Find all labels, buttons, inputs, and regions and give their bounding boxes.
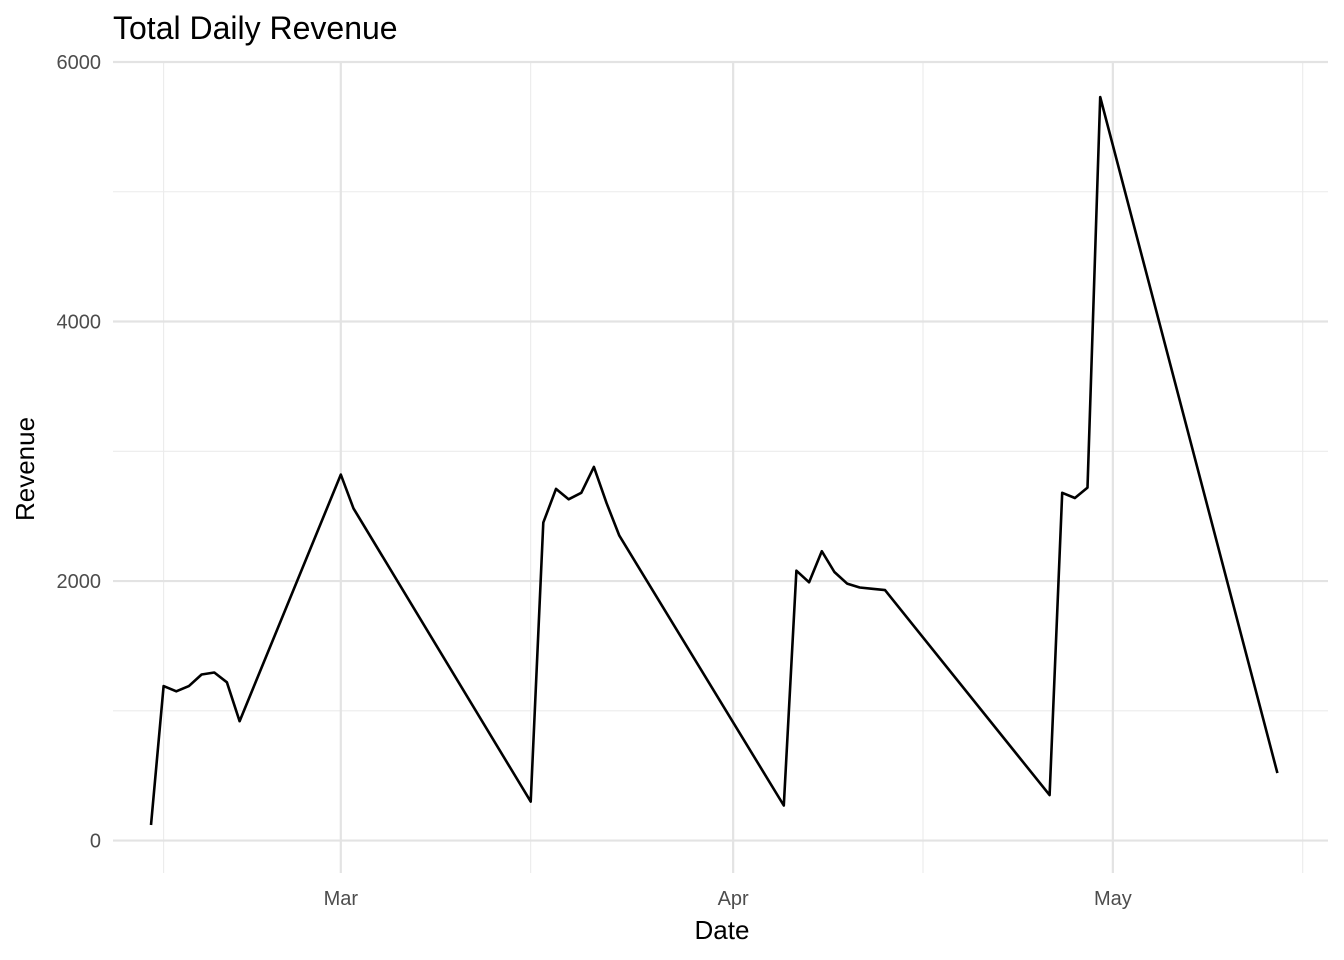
x-tick-label: Apr xyxy=(718,888,749,910)
y-tick-label: 0 xyxy=(90,831,101,853)
y-axis-title: Revenue xyxy=(10,417,40,521)
major-gridlines xyxy=(113,60,1328,873)
y-tick-label: 6000 xyxy=(57,52,102,74)
y-tick-label: 2000 xyxy=(57,571,102,593)
x-axis-tick-labels: Mar Apr May xyxy=(324,888,1132,910)
series-line-1 xyxy=(149,95,1279,826)
y-axis-tick-labels: 0 2000 4000 6000 xyxy=(57,52,102,853)
x-axis-title: Date xyxy=(695,915,750,945)
chart-title: Total Daily Revenue xyxy=(113,10,398,46)
y-tick-label: 4000 xyxy=(57,312,102,334)
x-tick-label: May xyxy=(1094,888,1132,910)
x-tick-label: Mar xyxy=(324,888,359,910)
series-layer xyxy=(149,95,1279,826)
minor-gridlines xyxy=(113,62,1328,873)
